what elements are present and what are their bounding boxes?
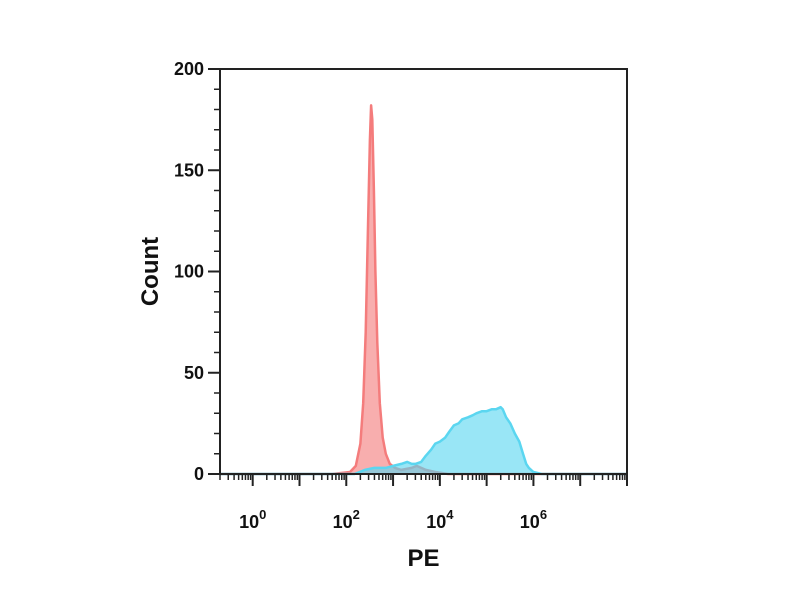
- axis-layer: 0 50 100 150 200 100 102 104 106: [174, 59, 628, 532]
- series-layer: [220, 104, 627, 476]
- series-line-1: [220, 405, 627, 476]
- x-axis-title: PE: [407, 545, 439, 572]
- series-fill-0: [220, 105, 627, 475]
- x-tick-label: 106: [520, 507, 547, 532]
- y-tick-label: 100: [174, 262, 204, 282]
- series-fill-1: [220, 407, 627, 474]
- y-tick-label: 200: [174, 59, 204, 79]
- y-tick-label: 0: [194, 464, 204, 484]
- y-tick-label: 50: [184, 363, 204, 383]
- y-axis-title: Count: [137, 237, 164, 306]
- x-tick-label: 100: [239, 507, 266, 532]
- plot-frame: [219, 68, 628, 475]
- x-tick-label: 102: [333, 507, 360, 532]
- series-line-0: [220, 104, 627, 476]
- y-tick-label: 150: [174, 160, 204, 180]
- x-tick-label: 104: [426, 507, 454, 532]
